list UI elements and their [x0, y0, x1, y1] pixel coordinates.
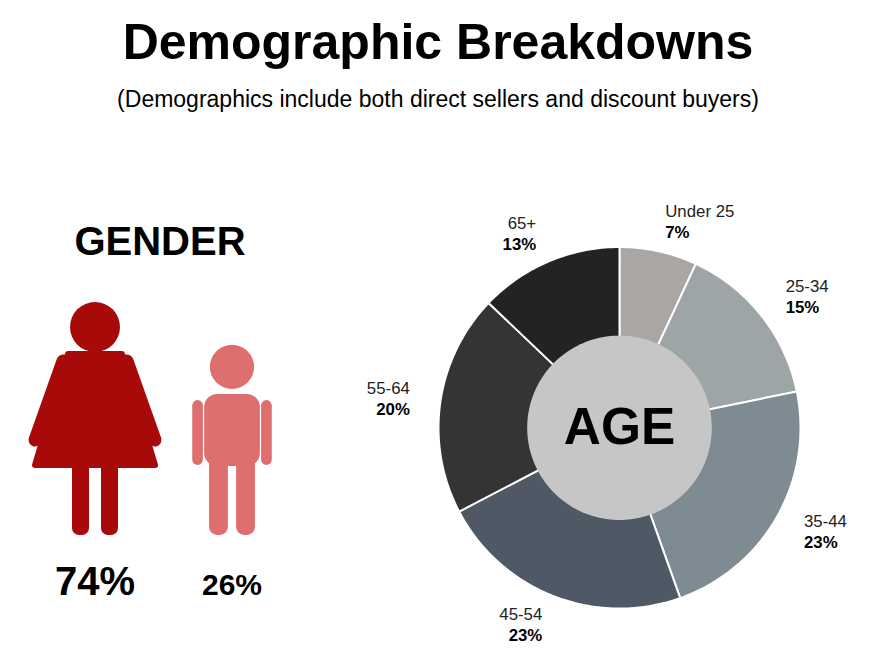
svg-text:20%: 20% — [376, 400, 410, 419]
svg-text:23%: 23% — [804, 533, 838, 552]
svg-text:AGE: AGE — [564, 397, 675, 455]
svg-text:13%: 13% — [503, 235, 537, 254]
svg-text:15%: 15% — [786, 298, 820, 317]
svg-text:45-54: 45-54 — [499, 605, 542, 624]
html-text:(Demographics include both dir: (Demographics include both direct seller… — [117, 86, 759, 112]
svg-text:35-44: 35-44 — [804, 512, 847, 531]
svg-text:74%: 74% — [55, 559, 135, 603]
html-text:Demographic Breakdowns: Demographic Breakdowns — [122, 14, 754, 70]
svg-text:GENDER: GENDER — [74, 219, 245, 263]
svg-text:23%: 23% — [509, 626, 543, 645]
svg-text:7%: 7% — [665, 223, 689, 242]
svg-text:25-34: 25-34 — [786, 277, 829, 296]
svg-text:55-64: 55-64 — [367, 379, 410, 398]
svg-text:65+: 65+ — [508, 214, 537, 233]
svg-text:26%: 26% — [202, 568, 262, 601]
svg-text:Under 25: Under 25 — [665, 202, 734, 221]
